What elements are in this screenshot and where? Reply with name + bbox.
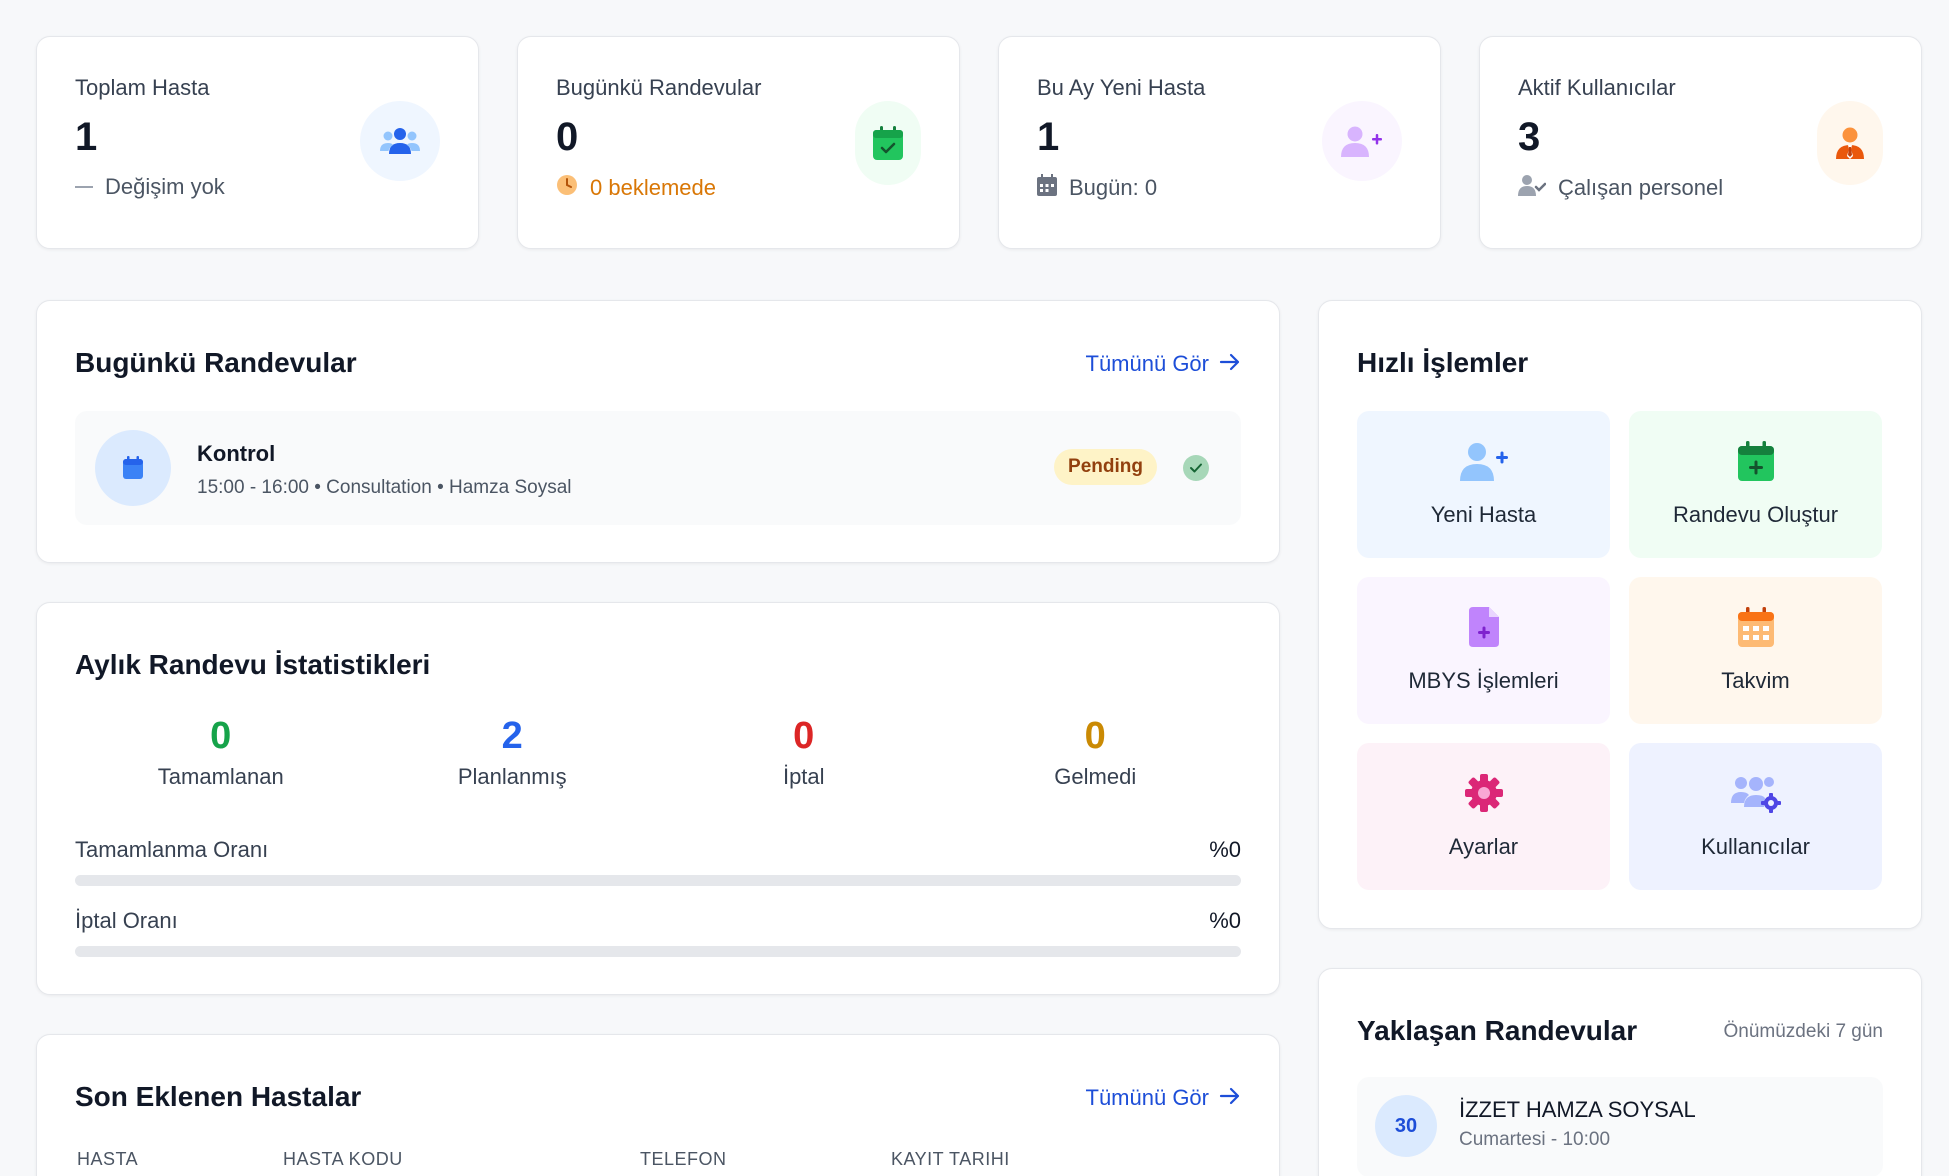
stat-label: Bugünkü Randevular xyxy=(556,75,762,100)
day-badge: 30 xyxy=(1375,1095,1437,1157)
rate-percent: %0 xyxy=(1209,837,1241,862)
stat-value: 1 xyxy=(75,115,98,159)
quick-action-label: Kullanıcılar xyxy=(1701,834,1810,859)
users-cog-icon xyxy=(1730,773,1781,818)
calendar-plus-icon xyxy=(1737,441,1774,486)
monthly-stats-row: 0 Tamamlanan 2 Planlanmış 0 İptal 0 Gelm… xyxy=(75,715,1241,790)
stat-sub-text: Değişim yok xyxy=(105,174,225,199)
stat-sub: Çalışan personel xyxy=(1518,174,1883,202)
column-header[interactable]: TELEFON xyxy=(640,1149,727,1169)
today-appointments-card: Bugünkü Randevular Tümünü Gör Kontrol 15… xyxy=(36,300,1280,563)
calendar-icon xyxy=(95,430,171,506)
stat-no-show: 0 Gelmedi xyxy=(950,715,1242,790)
stat-caption: Tamamlanan xyxy=(157,764,284,789)
check-circle-icon[interactable] xyxy=(1183,455,1209,481)
patient-name: İZZET HAMZA SOYSAL xyxy=(1459,1097,1696,1122)
stat-caption: Gelmedi xyxy=(1054,764,1137,789)
stat-sub-text: Bugün: 0 xyxy=(1069,175,1158,200)
stat-label: Bu Ay Yeni Hasta xyxy=(1037,75,1206,100)
stat-label: Aktif Kullanıcılar xyxy=(1518,75,1676,100)
calendar-icon xyxy=(1737,607,1774,652)
quick-action-mbys[interactable]: MBYS İşlemleri xyxy=(1357,577,1610,724)
cancel-rate: İptal Oranı %0 xyxy=(75,908,1241,957)
monthly-stats-card: Aylık Randevu İstatistikleri 0 Tamamlana… xyxy=(36,602,1280,995)
stat-sub: 0 beklemede xyxy=(556,174,921,202)
users-icon xyxy=(360,101,440,181)
stat-number: 0 xyxy=(1084,715,1106,757)
quick-action-label: Yeni Hasta xyxy=(1430,502,1537,527)
rate-label: İptal Oranı xyxy=(75,908,178,933)
completion-rate: Tamamlanma Oranı %0 xyxy=(75,837,1241,886)
section-title: Hızlı İşlemler xyxy=(1357,347,1529,378)
clock-icon xyxy=(556,174,578,202)
section-title: Yaklaşan Randevular xyxy=(1357,1015,1638,1046)
stat-card-new-patients: Bu Ay Yeni Hasta 1 Bugün: 0 xyxy=(998,36,1441,249)
calendar-check-icon xyxy=(855,101,921,185)
progress-track xyxy=(75,875,1241,886)
stat-card-today-appointments: Bugünkü Randevular 0 0 beklemede xyxy=(517,36,960,249)
rate-percent: %0 xyxy=(1209,908,1241,933)
status-badge: Pending xyxy=(1054,449,1157,485)
stat-cancelled: 0 İptal xyxy=(658,715,950,790)
file-medical-icon xyxy=(1468,607,1499,652)
quick-actions-card: Hızlı İşlemler Yeni Hasta Randevu Oluştu… xyxy=(1318,300,1922,929)
user-check-icon xyxy=(1518,174,1547,202)
recent-patients-card: Son Eklenen Hastalar Tümünü Gör HASTA HA… xyxy=(36,1034,1280,1176)
stat-number: 0 xyxy=(210,715,232,757)
appointment-time: Cumartesi - 10:00 xyxy=(1459,1129,1611,1150)
appointment-meta: 15:00 - 16:00 • Consultation • Hamza Soy… xyxy=(197,477,572,498)
see-all-label: Tümünü Gör xyxy=(1085,1085,1210,1110)
stat-caption: Planlanmış xyxy=(457,764,567,789)
see-all-label: Tümünü Gör xyxy=(1085,351,1210,376)
stat-value: 0 xyxy=(556,115,579,159)
section-title: Aylık Randevu İstatistikleri xyxy=(75,649,431,680)
quick-action-create-appointment[interactable]: Randevu Oluştur xyxy=(1629,411,1882,558)
calendar-icon xyxy=(1037,174,1057,202)
dash-icon xyxy=(75,186,93,188)
section-title: Bugünkü Randevular xyxy=(75,347,357,378)
progress-track xyxy=(75,946,1241,957)
quick-action-label: MBYS İşlemleri xyxy=(1408,668,1559,693)
column-header[interactable]: HASTA xyxy=(77,1149,139,1169)
quick-action-label: Takvim xyxy=(1721,668,1790,693)
arrow-right-icon xyxy=(1219,1085,1241,1111)
see-all-link[interactable]: Tümünü Gör xyxy=(1086,351,1242,377)
upcoming-item[interactable]: 30 İZZET HAMZA SOYSAL Cumartesi - 10:00 xyxy=(1357,1077,1883,1176)
upcoming-range: Önümüzdeki 7 gün xyxy=(1723,1021,1884,1042)
stat-sub-text: 0 beklemede xyxy=(590,175,716,200)
stat-completed: 0 Tamamlanan xyxy=(75,715,367,790)
stat-sub: Bugün: 0 xyxy=(1037,174,1402,202)
appointment-title: Kontrol xyxy=(197,441,276,466)
section-title: Son Eklenen Hastalar xyxy=(75,1081,362,1112)
stat-value: 3 xyxy=(1518,115,1541,159)
gear-icon xyxy=(1464,773,1504,818)
upcoming-appointments-card: Yaklaşan Randevular Önümüzdeki 7 gün 30 … xyxy=(1318,968,1922,1176)
user-plus-icon xyxy=(1459,441,1508,486)
arrow-right-icon xyxy=(1219,351,1241,377)
user-plus-icon xyxy=(1322,101,1402,181)
appointment-item[interactable]: Kontrol 15:00 - 16:00 • Consultation • H… xyxy=(75,411,1241,525)
see-all-link[interactable]: Tümünü Gör xyxy=(1086,1085,1242,1111)
quick-action-new-patient[interactable]: Yeni Hasta xyxy=(1357,411,1610,558)
stat-label: Toplam Hasta xyxy=(75,75,210,100)
stat-planned: 2 Planlanmış xyxy=(367,715,659,790)
stat-number: 2 xyxy=(501,715,523,757)
user-tie-icon xyxy=(1817,101,1883,185)
stat-card-total-patients: Toplam Hasta 1 Değişim yok xyxy=(36,36,479,249)
stat-sub-text: Çalışan personel xyxy=(1558,175,1724,200)
stat-card-active-users: Aktif Kullanıcılar 3 Çalışan personel xyxy=(1479,36,1922,249)
column-header[interactable]: HASTA KODU xyxy=(283,1149,403,1169)
quick-action-label: Randevu Oluştur xyxy=(1672,502,1839,527)
stat-sub: Değişim yok xyxy=(75,174,440,200)
rate-label: Tamamlanma Oranı xyxy=(75,837,269,862)
stat-value: 1 xyxy=(1037,115,1060,159)
quick-action-users[interactable]: Kullanıcılar xyxy=(1629,743,1882,890)
quick-action-calendar[interactable]: Takvim xyxy=(1629,577,1882,724)
quick-action-label: Ayarlar xyxy=(1448,834,1519,859)
column-header[interactable]: KAYIT TARIHI xyxy=(891,1149,1010,1169)
quick-action-settings[interactable]: Ayarlar xyxy=(1357,743,1610,890)
stat-caption: İptal xyxy=(782,764,825,789)
stat-number: 0 xyxy=(793,715,815,757)
